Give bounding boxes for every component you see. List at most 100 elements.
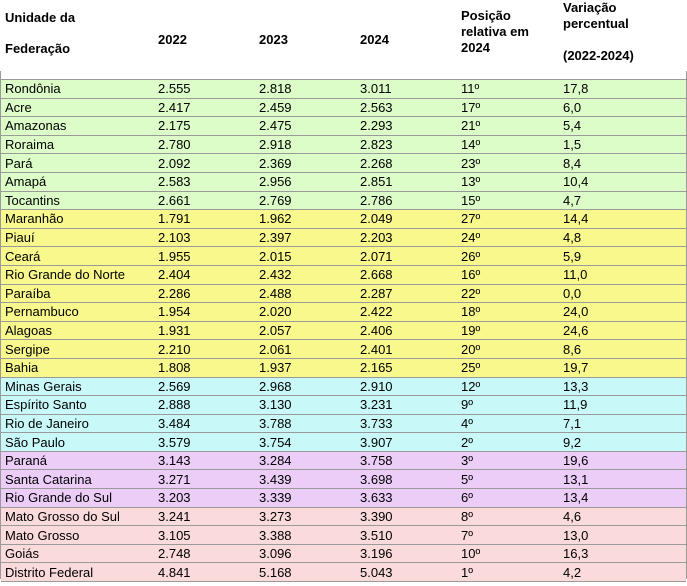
table-row: Amazonas 2.175 2.475 2.293 21º 5,4 xyxy=(1,116,686,136)
cell-2023: 3.273 xyxy=(255,506,356,526)
cell-2023: 2.057 xyxy=(255,320,356,340)
cell-posicao: 15º xyxy=(457,190,559,210)
cell-uf: Pernambuco xyxy=(1,302,154,322)
cell-2024: 2.049 xyxy=(356,209,457,229)
cell-2022: 1.931 xyxy=(154,320,255,340)
header-pos-line2: relativa em xyxy=(461,24,529,39)
cell-2022: 2.888 xyxy=(154,395,255,415)
cell-variacao: 5,4 xyxy=(559,116,686,136)
header-uf: Unidade da Federação xyxy=(1,0,154,80)
cell-2024: 2.287 xyxy=(356,283,457,303)
cell-uf: Sergipe xyxy=(1,339,154,359)
cell-2023: 2.956 xyxy=(255,171,356,192)
table-body: Rondônia 2.555 2.818 3.011 11º 17,8 Acre 2.417 2… xyxy=(1,79,686,583)
table-row: Espírito Santo 2.888 3.130 3.231 9º 11,9 xyxy=(1,395,686,415)
cell-uf: Bahia xyxy=(1,357,154,377)
cell-2024: 3.698 xyxy=(356,469,457,489)
cell-posicao: 20º xyxy=(457,339,559,359)
cell-posicao: 1º xyxy=(457,562,559,583)
table-row: Rio Grande do Norte 2.404 2.432 2.668 16º 11,… xyxy=(1,264,686,285)
cell-posicao: 3º xyxy=(457,450,559,470)
table-row: Bahia 1.808 1.937 2.165 25º 19,7 xyxy=(1,357,686,377)
table-row: Mato Grosso do Sul 3.241 3.273 3.390 8º 4,6 xyxy=(1,506,686,526)
cell-uf: Goiás xyxy=(1,543,154,563)
table-row: Tocantins 2.661 2.769 2.786 15º 4,7 xyxy=(1,190,686,210)
cell-posicao: 13º xyxy=(457,171,559,192)
cell-variacao: 8,4 xyxy=(559,153,686,173)
table-row: Minas Gerais 2.569 2.968 2.910 12º 13,3 xyxy=(1,376,686,396)
header-pos-line1: Posição xyxy=(461,8,511,23)
cell-variacao: 4,2 xyxy=(559,562,686,583)
header-2023: 2023 xyxy=(255,0,356,80)
table-row: Alagoas 1.931 2.057 2.406 19º 24,6 xyxy=(1,320,686,340)
cell-variacao: 24,0 xyxy=(559,302,686,322)
cell-variacao: 11,9 xyxy=(559,395,686,415)
table-row: Pernambuco 1.954 2.020 2.422 18º 24,0 xyxy=(1,302,686,322)
cell-variacao: 1,5 xyxy=(559,134,686,154)
cell-uf: Rondônia xyxy=(1,79,154,99)
cell-2023: 2.968 xyxy=(255,376,356,396)
table-row: Sergipe 2.210 2.061 2.401 20º 8,6 xyxy=(1,339,686,359)
table-row: Paraíba 2.286 2.488 2.287 22º 0,0 xyxy=(1,283,686,303)
cell-uf: Minas Gerais xyxy=(1,376,154,396)
cell-uf: Mato Grosso do Sul xyxy=(1,506,154,526)
table-row: Rio de Janeiro 3.484 3.788 3.733 4º 7,1 xyxy=(1,413,686,433)
cell-2022: 2.404 xyxy=(154,264,255,285)
cell-variacao: 6,0 xyxy=(559,97,686,117)
cell-uf: Amapá xyxy=(1,171,154,192)
table-row: São Paulo 3.579 3.754 3.907 2º 9,2 xyxy=(1,432,686,452)
cell-posicao: 24º xyxy=(457,227,559,247)
cell-2022: 2.780 xyxy=(154,134,255,154)
cell-2024: 2.203 xyxy=(356,227,457,247)
cell-variacao: 13,4 xyxy=(559,488,686,508)
left-border xyxy=(0,71,1,579)
cell-2023: 1.962 xyxy=(255,209,356,229)
cell-2024: 3.390 xyxy=(356,506,457,526)
cell-2022: 3.241 xyxy=(154,506,255,526)
cell-posicao: 11º xyxy=(457,79,559,99)
cell-2024: 3.633 xyxy=(356,488,457,508)
cell-2022: 4.841 xyxy=(154,562,255,583)
header-row: Unidade da Federação 2022 2023 2024 Posi… xyxy=(1,0,686,80)
cell-posicao: 7º xyxy=(457,525,559,545)
cell-posicao: 26º xyxy=(457,246,559,266)
table-row: Rio Grande do Sul 3.203 3.339 3.633 6º 13,4 xyxy=(1,488,686,508)
cell-uf: Rio de Janeiro xyxy=(1,413,154,433)
cell-2024: 2.851 xyxy=(356,171,457,192)
cell-2023: 3.096 xyxy=(255,543,356,563)
cell-2022: 3.579 xyxy=(154,432,255,452)
cell-uf: São Paulo xyxy=(1,432,154,452)
cell-posicao: 17º xyxy=(457,97,559,117)
cell-variacao: 24,6 xyxy=(559,320,686,340)
cell-2024: 2.165 xyxy=(356,357,457,377)
cell-uf: Mato Grosso xyxy=(1,525,154,545)
cell-posicao: 4º xyxy=(457,413,559,433)
cell-variacao: 5,9 xyxy=(559,246,686,266)
cell-2022: 2.175 xyxy=(154,116,255,136)
cell-2022: 3.105 xyxy=(154,525,255,545)
cell-posicao: 6º xyxy=(457,488,559,508)
cell-posicao: 25º xyxy=(457,357,559,377)
header-var-line2: percentual xyxy=(563,16,629,31)
cell-2024: 3.196 xyxy=(356,543,457,563)
cell-posicao: 16º xyxy=(457,264,559,285)
table-row: Ceará 1.955 2.015 2.071 26º 5,9 xyxy=(1,246,686,266)
cell-uf: Paraná xyxy=(1,450,154,470)
header-2022: 2022 xyxy=(154,0,255,80)
cell-2023: 3.284 xyxy=(255,450,356,470)
cell-uf: Espírito Santo xyxy=(1,395,154,415)
cell-2023: 2.918 xyxy=(255,134,356,154)
cell-uf: Distrito Federal xyxy=(1,562,154,583)
cell-uf: Tocantins xyxy=(1,190,154,210)
header-uf-line2: Federação xyxy=(5,41,71,56)
cell-2022: 1.955 xyxy=(154,246,255,266)
cell-2024: 5.043 xyxy=(356,562,457,583)
cell-2024: 3.231 xyxy=(356,395,457,415)
header-posicao: Posição relativa em 2024 xyxy=(457,0,559,80)
header-var-line3: (2022-2024) xyxy=(563,48,634,63)
cell-2024: 3.733 xyxy=(356,413,457,433)
cell-2023: 2.488 xyxy=(255,283,356,303)
cell-2022: 2.583 xyxy=(154,171,255,192)
cell-variacao: 8,6 xyxy=(559,339,686,359)
